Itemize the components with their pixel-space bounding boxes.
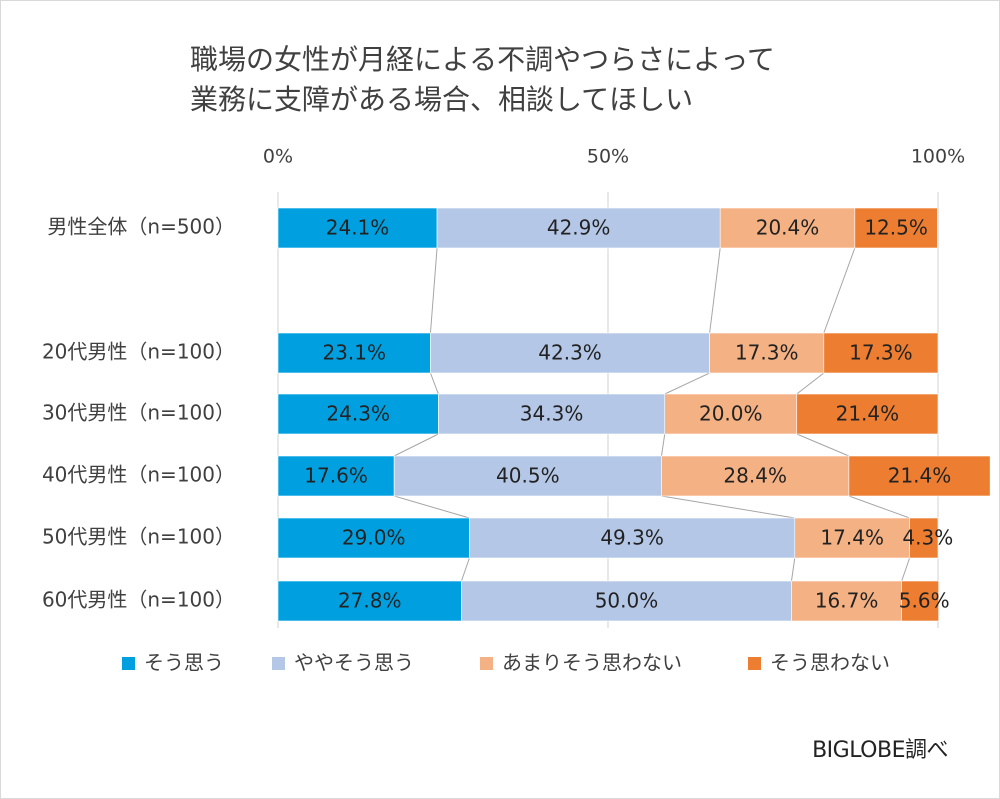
bar-segment xyxy=(277,332,431,374)
data-label: 20.0% xyxy=(699,402,763,426)
x-tick-label: 50% xyxy=(587,146,629,168)
bar-segment xyxy=(277,393,439,435)
bar-segment xyxy=(796,393,939,435)
legend-swatch xyxy=(748,657,761,670)
data-label: 24.3% xyxy=(326,402,390,426)
x-tick-label: 0% xyxy=(263,146,293,168)
legend-swatch xyxy=(122,657,135,670)
series-line xyxy=(790,557,796,582)
bar-segment xyxy=(436,207,721,249)
data-label: 42.9% xyxy=(547,216,611,240)
bar-segment xyxy=(791,580,902,622)
legend-label: あまりそう思わない xyxy=(502,651,682,675)
bar-segment xyxy=(469,517,796,559)
series-line xyxy=(429,372,439,395)
series-line xyxy=(823,247,856,334)
data-label: 42.3% xyxy=(538,341,602,365)
data-label: 49.3% xyxy=(600,526,664,550)
bar-segment xyxy=(461,580,792,622)
bar-segment xyxy=(438,393,666,435)
series-line xyxy=(796,372,825,395)
x-tick-label: 100% xyxy=(911,146,965,168)
legend-swatch xyxy=(480,657,493,670)
series-line xyxy=(848,495,910,519)
data-label: 34.3% xyxy=(520,402,584,426)
bar-segment xyxy=(901,580,939,622)
data-label: 40.5% xyxy=(496,464,560,488)
data-label: 4.3% xyxy=(902,526,953,550)
data-label: 17.6% xyxy=(304,464,368,488)
data-label: 20.4% xyxy=(756,216,820,240)
legend-swatch xyxy=(272,657,285,670)
data-label: 21.4% xyxy=(888,464,952,488)
bar-segment xyxy=(823,332,939,374)
series-line xyxy=(901,557,911,582)
data-label: 27.8% xyxy=(338,589,402,613)
bar-segment xyxy=(709,332,825,374)
data-label: 17.3% xyxy=(849,341,913,365)
category-label: 30代男性（n=100） xyxy=(42,401,235,425)
chart-title: 職場の女性が月経による不調やつらさによって 業務に支障がある場合、相談してほしい xyxy=(190,40,775,120)
data-label: 29.0% xyxy=(342,526,406,550)
bar-segment xyxy=(854,207,938,249)
bar-segment xyxy=(277,580,462,622)
category-label: 60代男性（n=100） xyxy=(42,588,235,612)
bar-segment xyxy=(277,455,395,497)
series-line xyxy=(661,495,795,519)
series-line xyxy=(664,372,710,395)
data-label: 21.4% xyxy=(836,402,900,426)
bar-segment xyxy=(430,332,710,374)
chart-title-line-1: 職場の女性が月経による不調やつらさによって xyxy=(190,43,775,76)
data-label: 24.1% xyxy=(326,216,390,240)
bar-segment xyxy=(661,455,850,497)
source-credit: BIGLOBE調べ xyxy=(812,738,948,763)
bar-segment xyxy=(719,207,856,249)
bar-segment xyxy=(393,455,662,497)
chart-title-line-2: 業務に支障がある場合、相談してほしい xyxy=(190,83,694,116)
legend-label: そう思わない xyxy=(770,651,890,675)
data-label: 5.6% xyxy=(899,589,950,613)
series-line xyxy=(394,495,470,519)
bar-segment xyxy=(909,517,939,559)
data-label: 16.7% xyxy=(815,589,879,613)
bar-segment xyxy=(277,517,470,559)
category-label: 男性全体（n=500） xyxy=(47,215,235,239)
series-line xyxy=(429,247,438,334)
data-label: 28.4% xyxy=(723,464,787,488)
data-label: 50.0% xyxy=(595,589,659,613)
series-line xyxy=(393,433,439,457)
data-label: 17.3% xyxy=(735,341,799,365)
series-line xyxy=(796,433,850,457)
data-label: 12.5% xyxy=(864,216,928,240)
category-label: 20代男性（n=100） xyxy=(42,340,235,364)
data-label: 17.4% xyxy=(820,526,884,550)
bar-segment xyxy=(848,455,991,497)
series-line xyxy=(709,247,721,334)
category-label: 40代男性（n=100） xyxy=(42,463,235,487)
legend-label: ややそう思う xyxy=(294,651,414,675)
legend-label: そう思う xyxy=(144,651,224,675)
bar-segment xyxy=(277,207,438,249)
data-label: 23.1% xyxy=(322,341,386,365)
series-line xyxy=(660,433,666,457)
category-label: 50代男性（n=100） xyxy=(42,525,235,549)
series-line xyxy=(461,557,470,582)
